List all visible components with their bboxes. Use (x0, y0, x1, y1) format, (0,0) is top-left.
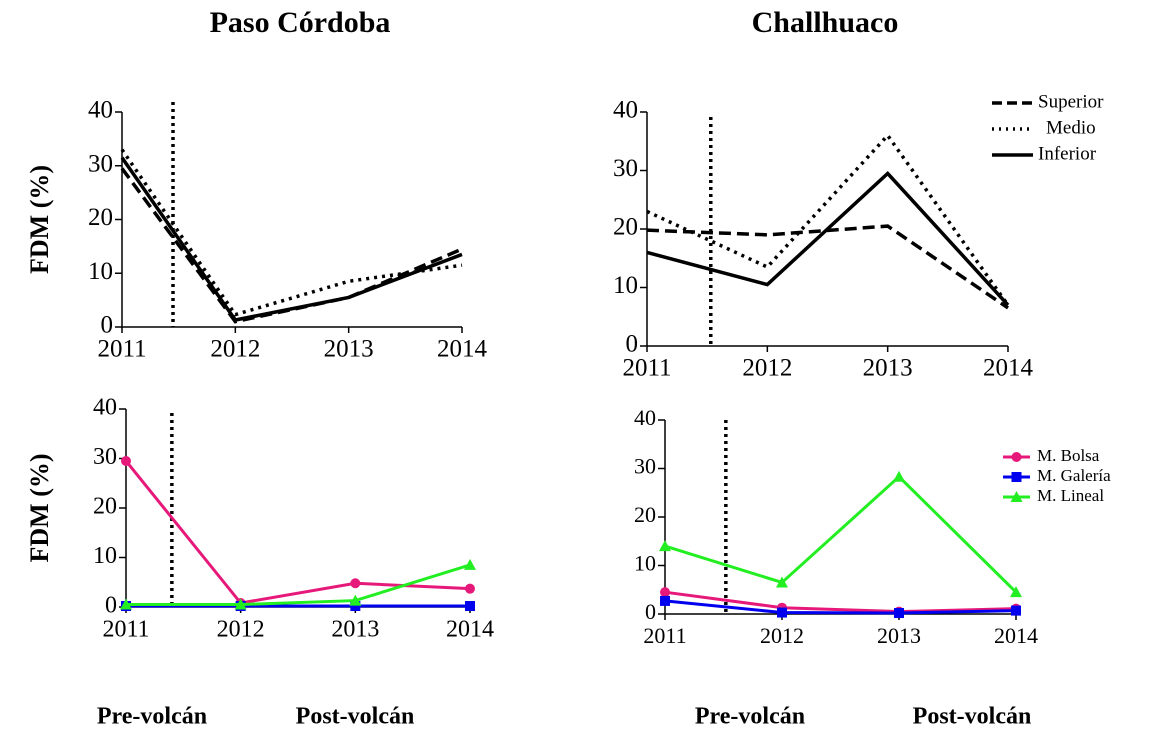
marker (1011, 605, 1021, 616)
annotation: Pre-volcán (695, 704, 805, 730)
y-tick-label: 20 (93, 494, 117, 520)
series-line (124, 460, 471, 605)
x-tick-label: 2012 (760, 623, 804, 648)
y-tick-label: 10 (88, 258, 113, 285)
legend-label: M. Bolsa (1037, 446, 1100, 465)
legend-label: Inferior (1038, 143, 1097, 164)
marker (893, 470, 905, 482)
x-tick-label: 2013 (863, 355, 913, 382)
y-tick-label: 0 (626, 331, 639, 358)
marker (234, 598, 247, 610)
annotation: Post-volcán (913, 704, 1032, 730)
y-tick-label: 20 (613, 214, 638, 241)
chart-title: Paso Córdoba (210, 6, 391, 39)
y-tick-label: 30 (613, 155, 638, 182)
x-tick-label: 2013 (324, 336, 374, 363)
marker (777, 607, 787, 618)
x-tick-label: 2014 (446, 617, 494, 643)
marker (121, 455, 131, 466)
annotation: Post-volcán (296, 704, 415, 730)
marker (465, 583, 475, 594)
y-tick-label: 10 (93, 543, 117, 569)
series-line (646, 170, 1010, 307)
marker (660, 595, 670, 606)
marker (465, 601, 475, 612)
marker (350, 578, 361, 589)
marker (1010, 586, 1022, 598)
marker (660, 587, 670, 598)
series-line (126, 563, 471, 607)
legend-label: M. Lineal (1037, 486, 1104, 505)
y-tick-label: 30 (93, 444, 117, 470)
x-tick-label: 2011 (643, 623, 686, 648)
marker (120, 598, 132, 610)
y-tick-label: 40 (634, 405, 656, 430)
y-tick-label: 0 (645, 599, 656, 624)
series-line (120, 167, 463, 324)
legend-label: M. Galería (1037, 466, 1111, 485)
marker (1011, 472, 1022, 482)
marker (349, 594, 362, 606)
legend-label: Medio (1046, 117, 1096, 138)
marker (464, 558, 476, 570)
y-tick-label: 30 (88, 150, 113, 177)
marker (894, 608, 904, 619)
legend-label: Superior (1038, 91, 1104, 112)
x-tick-label: 2012 (742, 355, 792, 382)
x-tick-label: 2014 (983, 355, 1034, 382)
x-tick-label: 2013 (877, 623, 921, 648)
x-tick-label: 2011 (102, 617, 149, 643)
x-tick-label: 2012 (217, 617, 265, 643)
x-tick-label: 2014 (437, 336, 488, 363)
x-tick-label: 2011 (622, 355, 671, 382)
chart-title: Challhuaco (752, 6, 899, 39)
series-line (664, 474, 1018, 594)
marker (659, 540, 671, 552)
marker (1010, 491, 1023, 502)
series-line (664, 599, 1017, 615)
x-tick-label: 2012 (210, 336, 260, 363)
x-tick-label: 2014 (994, 623, 1038, 648)
marker (1011, 452, 1022, 462)
y-tick-label: 40 (613, 97, 638, 124)
y-axis-label: FDM (%) (25, 165, 54, 274)
x-tick-label: 2013 (331, 617, 379, 643)
marker (350, 601, 361, 612)
series-line (120, 156, 463, 322)
x-tick-label: 2011 (97, 336, 146, 363)
y-tick-label: 0 (101, 312, 114, 339)
y-tick-label: 20 (88, 204, 113, 231)
y-tick-label: 40 (93, 395, 117, 421)
series-line (664, 590, 1017, 614)
y-tick-label: 0 (105, 593, 117, 619)
marker (776, 576, 788, 588)
y-tick-label: 20 (634, 502, 656, 527)
series-line (646, 132, 1010, 307)
y-tick-label: 10 (613, 272, 638, 299)
annotation: Pre-volcán (97, 704, 207, 730)
y-tick-label: 40 (88, 97, 113, 124)
y-axis-label: FDM (%) (25, 453, 54, 562)
y-tick-label: 10 (634, 551, 656, 576)
y-tick-label: 30 (634, 454, 656, 479)
